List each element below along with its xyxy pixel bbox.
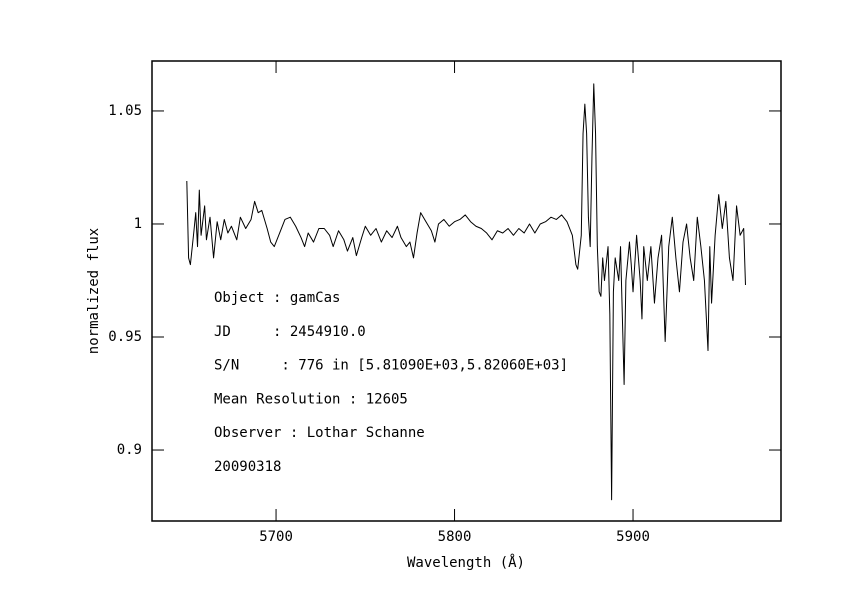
annotation: Object : gamCas [214,290,340,306]
x-tick-label: 5900 [616,529,650,545]
annotation: 20090318 [214,459,281,475]
x-tick-label: 5700 [259,529,293,545]
y-tick-label: 1.05 [108,103,142,119]
y-tick-label: 1 [134,216,142,232]
spectrum-line [186,83,746,501]
x-axis-label: Wavelength (Å) [407,554,525,571]
y-tick-label: 0.9 [117,442,142,458]
plot-frame [151,60,782,522]
annotation: JD : 2454910.0 [214,324,366,340]
annotation: Observer : Lothar Schanne [214,425,425,441]
annotation: Mean Resolution : 12605 [214,391,408,407]
x-tick-label: 5800 [438,529,472,545]
annotation: S/N : 776 in [5.81090E+03,5.82060E+03] [214,358,568,374]
y-axis-label: normalized flux [86,228,102,354]
y-tick-label: 0.95 [108,329,142,345]
